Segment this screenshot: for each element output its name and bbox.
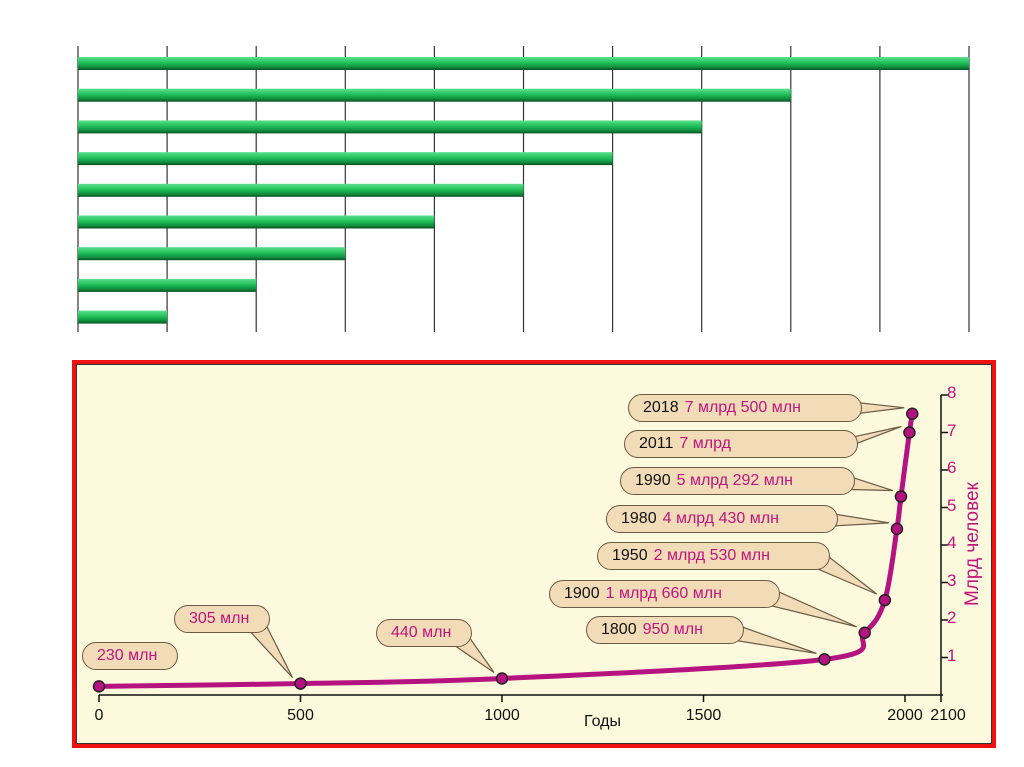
annotation-value: 7 млрд 500 млн — [684, 399, 801, 416]
annotation-callout: 2011 7 млрд — [624, 430, 858, 458]
annotation-callout: 440 млн — [376, 619, 472, 647]
annotation-callout: 1990 5 млрд 292 млн — [620, 467, 855, 495]
annotation-callout: 305 млн — [174, 605, 270, 633]
bar — [78, 310, 168, 324]
y-tick-label: 3 — [947, 570, 957, 590]
data-point — [818, 653, 831, 666]
annotation-year: 1980 — [621, 510, 657, 527]
data-point — [294, 677, 307, 690]
annotation-value: 230 млн — [97, 647, 158, 664]
data-point — [92, 680, 106, 693]
y-tick-label: 1 — [947, 645, 957, 665]
annotation-callout: 230 млн — [82, 642, 178, 670]
annotation-value: 305 млн — [189, 610, 250, 627]
bar — [78, 57, 969, 70]
annotation-year: 2011 — [639, 435, 674, 452]
annotation-callout: 1900 1 млрд 660 млн — [549, 580, 780, 608]
bar — [78, 183, 524, 197]
annotation-callout: 1980 4 млрд 430 млн — [606, 505, 838, 533]
bar — [78, 278, 257, 292]
x-tick-label: 0 — [94, 707, 104, 724]
data-point — [495, 672, 509, 685]
data-point — [906, 407, 919, 420]
annotation-callout: 2018 7 млрд 500 млн — [628, 394, 862, 422]
annotation-value: 2 млрд 530 млн — [653, 547, 770, 564]
annotation-value: 440 млн — [391, 624, 452, 641]
data-point — [878, 593, 892, 607]
bar — [78, 215, 435, 229]
annotation-value: 4 млрд 430 млн — [662, 510, 779, 527]
annotation-year: 1990 — [635, 472, 671, 489]
annotation-value: 5 млрд 292 млн — [676, 472, 793, 489]
y-tick-label: 5 — [947, 495, 957, 515]
x-tick-label: 2000 — [887, 707, 923, 724]
annotation-value: 1 млрд 660 млн — [605, 585, 722, 602]
y-tick-label: 6 — [947, 458, 957, 477]
bar — [78, 120, 702, 134]
bar — [78, 88, 791, 102]
x-tick-label: 1500 — [685, 707, 722, 724]
bar — [78, 247, 346, 261]
y-tick-label: 8 — [947, 383, 957, 402]
horizontal-bar-chart — [77, 46, 970, 332]
y-tick-label: 7 — [947, 420, 957, 440]
annotation-value: 950 млн — [642, 621, 703, 638]
data-point — [903, 426, 916, 439]
y-tick-label: 4 — [947, 533, 957, 552]
annotation-callout: 1800 950 млн — [586, 616, 744, 644]
data-point — [858, 626, 871, 639]
annotation-year: 1950 — [612, 547, 648, 564]
x-axis-label: Годы — [584, 713, 621, 730]
data-point — [890, 522, 904, 536]
data-point — [894, 490, 908, 503]
annotation-year: 2018 — [643, 399, 679, 416]
annotation-year: 1800 — [601, 621, 637, 638]
annotation-callout: 1950 2 млрд 530 млн — [597, 542, 830, 570]
y-axis-label: Млрд человек — [962, 482, 983, 606]
bar — [78, 152, 613, 166]
x-tick-label: 1000 — [484, 707, 520, 724]
x-tick-label: 2100 — [930, 707, 966, 724]
x-tick-label: 500 — [287, 707, 314, 724]
annotation-year: 1900 — [564, 585, 600, 602]
annotation-value: 7 млрд — [679, 435, 731, 452]
y-tick-label: 2 — [947, 608, 957, 627]
